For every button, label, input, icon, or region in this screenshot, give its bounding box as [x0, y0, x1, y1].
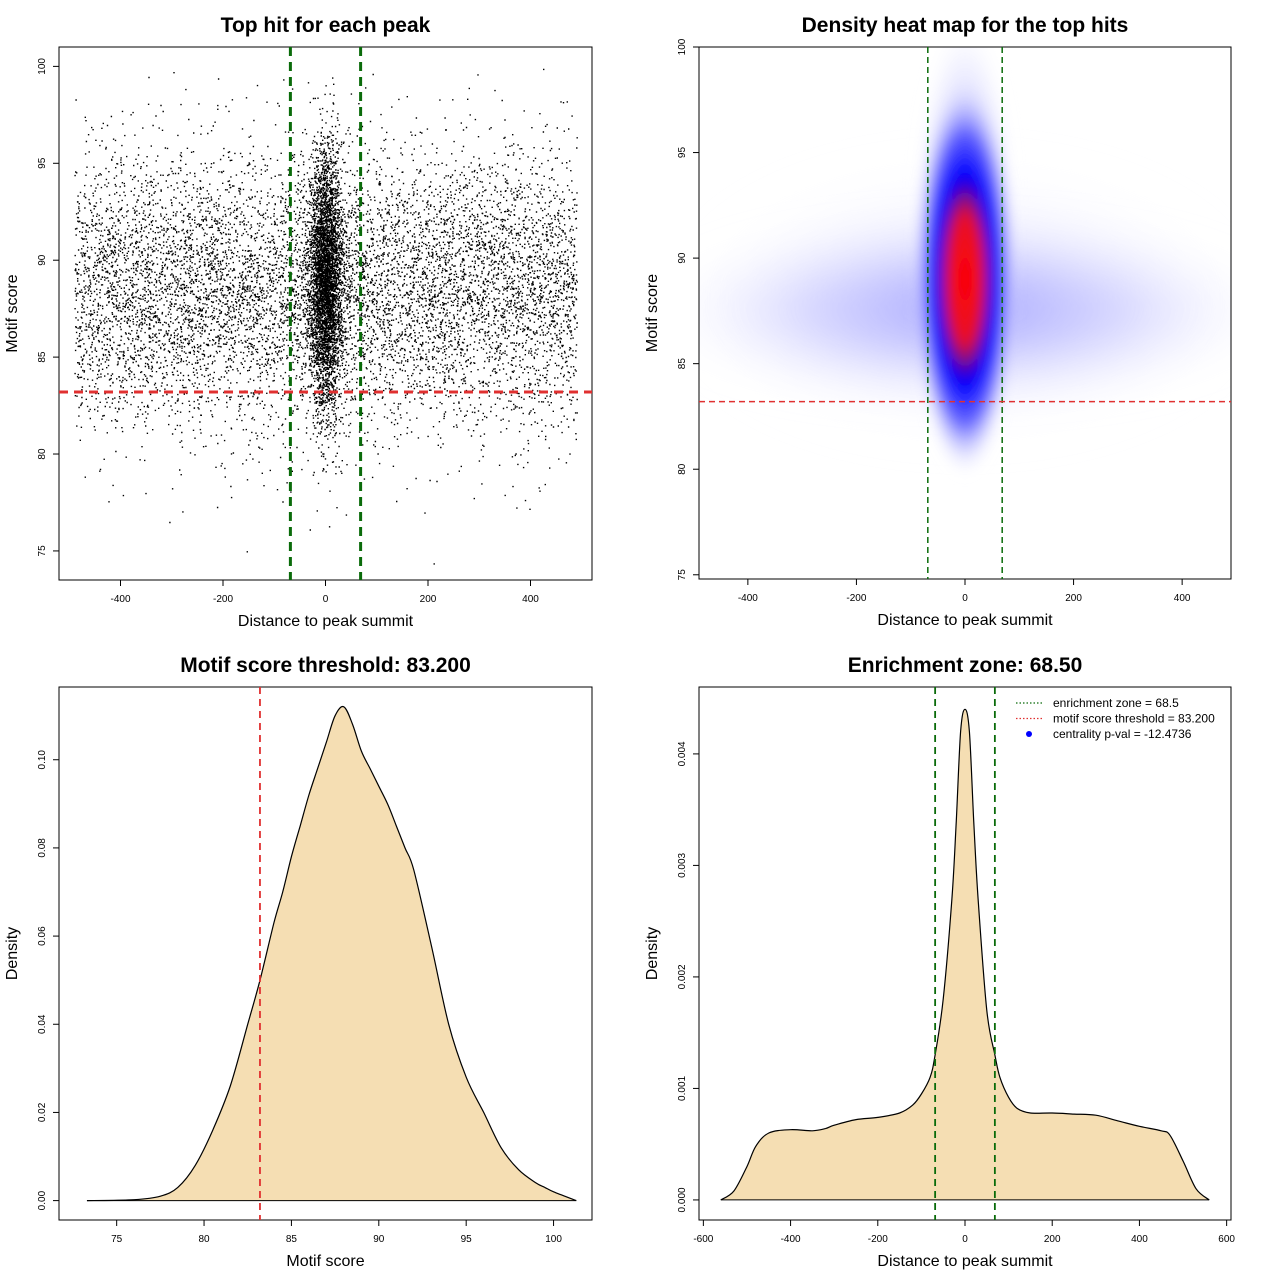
y-tick-label: 95: [37, 157, 48, 169]
x-tick-label: 80: [198, 1234, 210, 1245]
legend-entry-label: centrality p-val = -12.4736: [1053, 727, 1192, 741]
x-tick-label: 400: [1174, 593, 1191, 604]
y-tick-label: 90: [677, 252, 688, 264]
y-tick-label: 0.04: [37, 1014, 48, 1034]
heatmap-surface: [699, 47, 1231, 579]
density-area: [720, 709, 1210, 1200]
density-curve: [86, 705, 577, 1202]
y-tick-label: 75: [677, 569, 688, 581]
y-axis-label: Motif score: [644, 274, 661, 352]
x-tick-label: 200: [420, 594, 437, 605]
legend: enrichment zone = 68.5 motif score thresh…: [1016, 696, 1215, 741]
y-tick-label: 100: [677, 38, 688, 55]
y-tick-label: 100: [37, 58, 48, 75]
x-tick-label: 90: [373, 1234, 385, 1245]
x-tick-label: -400: [110, 594, 130, 605]
y-tick-label: 0.000: [677, 1187, 688, 1212]
scatter-point-marks: [74, 68, 579, 565]
x-tick-label: 0: [323, 594, 329, 605]
y-tick-label: 80: [677, 463, 688, 475]
x-tick-label: 400: [522, 594, 539, 605]
y-tick-label: 0.003: [677, 852, 688, 877]
y-axis-label: Density: [644, 927, 661, 980]
y-tick-label: 0.001: [677, 1075, 688, 1100]
chart-heatmap-top-hits: Density heat map for the top hits Distanc…: [644, 14, 1232, 629]
heatmap-core: [913, 79, 1017, 480]
x-tick-label: -400: [738, 593, 758, 604]
y-tick-label: 0.00: [37, 1190, 48, 1210]
x-axis-label: Distance to peak summit: [877, 1253, 1053, 1270]
chart-scatter-top-hits: Top hit for each peak Distance to peak su…: [4, 14, 593, 630]
density-area: [86, 706, 577, 1201]
x-axis-label: Distance to peak summit: [238, 613, 414, 630]
scatter-points: [74, 68, 579, 565]
x-tick-label: 400: [1131, 1234, 1148, 1245]
y-tick-label: 75: [37, 545, 48, 557]
y-tick-label: 0.10: [37, 750, 48, 770]
x-tick-label: -600: [693, 1234, 713, 1245]
x-tick-label: -400: [781, 1234, 801, 1245]
y-axis-label: Motif score: [4, 274, 21, 352]
y-tick-label: 0.02: [37, 1102, 48, 1122]
y-tick-label: 90: [37, 254, 48, 266]
y-axis-label: Density: [4, 927, 21, 980]
chart-motif-score-density: Motif score threshold: 83.200 Motif score…: [4, 654, 593, 1270]
y-tick-label: 0.002: [677, 964, 688, 989]
y-tick-label: 85: [677, 358, 688, 370]
x-axis-label: Motif score: [286, 1253, 364, 1270]
plot-title: Enrichment zone: 68.50: [848, 654, 1083, 677]
x-tick-label: 200: [1044, 1234, 1061, 1245]
y-tick-label: 0.08: [37, 838, 48, 858]
x-tick-label: -200: [868, 1234, 888, 1245]
plot-title: Top hit for each peak: [221, 14, 431, 37]
x-tick-label: -200: [846, 593, 866, 604]
x-tick-label: 85: [286, 1234, 298, 1245]
plot-title: Density heat map for the top hits: [802, 14, 1129, 37]
x-tick-label: 100: [545, 1234, 562, 1245]
x-tick-label: 600: [1218, 1234, 1235, 1245]
x-tick-label: 75: [111, 1234, 123, 1245]
x-tick-label: 95: [461, 1234, 473, 1245]
x-tick-label: 0: [962, 1234, 968, 1245]
chart-distance-density: Enrichment zone: 68.50 Distance to peak s…: [644, 654, 1235, 1270]
x-tick-label: 0: [962, 593, 968, 604]
plot-title: Motif score threshold: 83.200: [180, 654, 471, 677]
y-tick-label: 85: [37, 351, 48, 363]
x-axis-label: Distance to peak summit: [877, 612, 1053, 629]
x-tick-label: 200: [1065, 593, 1082, 604]
y-tick-label: 95: [677, 147, 688, 159]
y-tick-label: 0.004: [677, 741, 688, 766]
legend-entry-label: motif score threshold = 83.200: [1053, 712, 1215, 726]
legend-marker: [1026, 731, 1032, 737]
plot-frame: [58, 686, 593, 1221]
legend-entry-label: enrichment zone = 68.5: [1053, 696, 1179, 710]
density-curve: [720, 708, 1210, 1201]
x-tick-label: -200: [213, 594, 233, 605]
y-tick-label: 80: [37, 448, 48, 460]
y-tick-label: 0.06: [37, 926, 48, 946]
